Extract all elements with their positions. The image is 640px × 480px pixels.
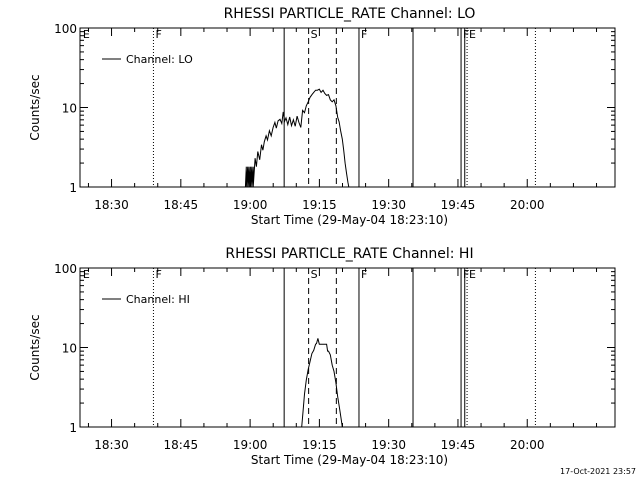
legend: Channel: HI (102, 293, 190, 306)
y-axis-label: Counts/sec (28, 74, 42, 140)
plot-frame (79, 267, 616, 428)
series-line (301, 338, 343, 428)
chart-title: RHESSI PARTICLE_RATE Channel: LO (224, 6, 476, 22)
x-tick-label: 19:45 (441, 438, 476, 452)
x-tick-label: 18:30 (94, 198, 129, 212)
x-tick-label: 19:30 (371, 438, 406, 452)
x-axis: 18:30 18:45 19:00 19:15 19:30 19:45 20:00 Start… (87, 28, 598, 227)
event-marker-label: F (155, 268, 161, 281)
event-marker-label: F (463, 28, 469, 41)
y-axis: 1 10 100 Counts/sec (28, 262, 615, 435)
event-marker-label: F (155, 28, 161, 41)
y-axis: 1 10 100 Counts/sec (28, 22, 615, 195)
x-axis-label: Start Time (29-May-04 18:23:10) (251, 213, 448, 227)
event-marker-label: F (463, 268, 469, 281)
x-axis-label: Start Time (29-May-04 18:23:10) (251, 453, 448, 467)
event-marker-label: E (469, 268, 476, 281)
event-marker-label: S (311, 28, 318, 41)
footer-timestamp: 17-Oct-2021 23:57 (560, 467, 636, 476)
y-tick-label: 10 (62, 342, 77, 356)
event-marker-label: F (361, 28, 367, 41)
event-marker-label: E (83, 28, 90, 41)
chart-title: RHESSI PARTICLE_RATE Channel: HI (225, 246, 473, 262)
event-marker-label: E (83, 268, 90, 281)
y-tick-label: 10 (62, 102, 77, 116)
legend-label: Channel: HI (126, 293, 190, 306)
x-tick-label: 18:45 (164, 438, 199, 452)
series-line (244, 88, 350, 188)
y-tick-label: 100 (54, 22, 77, 36)
x-tick-label: 20:00 (510, 198, 545, 212)
x-tick-label: 19:15 (302, 438, 337, 452)
x-tick-label: 18:45 (164, 198, 199, 212)
x-axis: 18:30 18:45 19:00 19:15 19:30 19:45 20:00 Start… (87, 268, 598, 467)
event-marker-label: E (469, 28, 476, 41)
event-marker-label: F (361, 268, 367, 281)
legend-label: Channel: LO (126, 53, 193, 66)
x-tick-label: 19:00 (233, 198, 268, 212)
x-tick-label: 18:30 (94, 438, 129, 452)
legend: Channel: LO (102, 53, 193, 66)
event-marker-label: S (311, 268, 318, 281)
y-axis-label: Counts/sec (28, 314, 42, 380)
y-tick-label: 1 (69, 181, 77, 195)
x-tick-label: 19:30 (371, 198, 406, 212)
y-tick-label: 1 (69, 421, 77, 435)
x-tick-label: 19:45 (441, 198, 476, 212)
x-tick-label: 19:15 (302, 198, 337, 212)
plot-frame (79, 27, 616, 188)
y-tick-label: 100 (54, 262, 77, 276)
x-tick-label: 20:00 (510, 438, 545, 452)
x-tick-label: 19:00 (233, 438, 268, 452)
